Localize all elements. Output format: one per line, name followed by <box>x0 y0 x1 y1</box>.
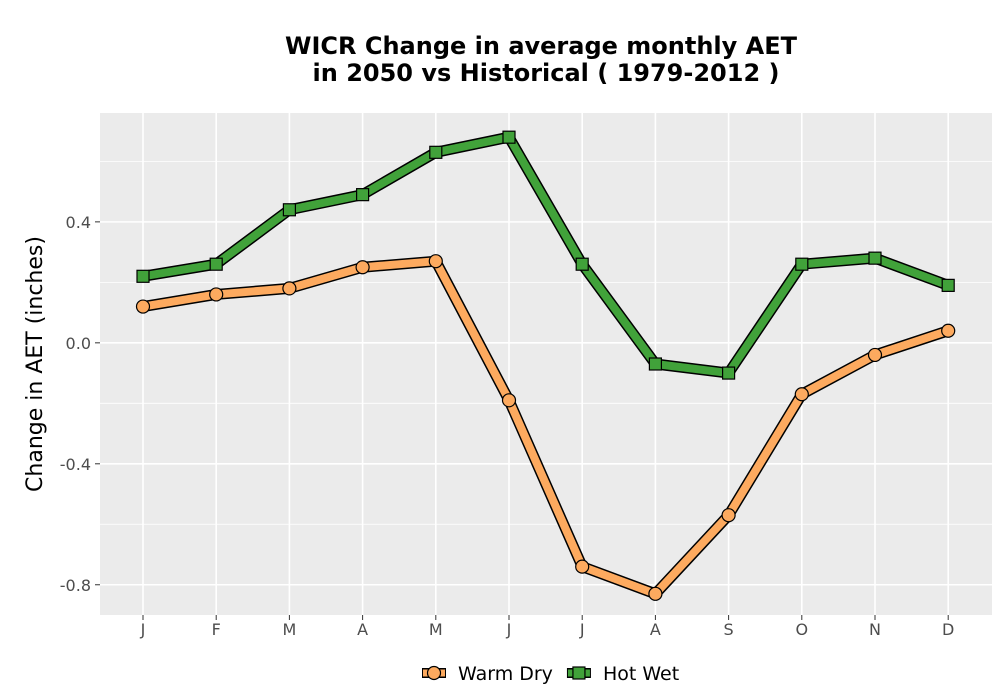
data-point-warm-dry <box>794 387 809 402</box>
x-tick-label: A <box>650 620 661 639</box>
data-point-warm-dry <box>721 508 736 523</box>
data-point-hot-wet <box>502 130 516 144</box>
y-tick-label: -0.8 <box>60 576 91 595</box>
data-point-hot-wet <box>209 257 223 271</box>
y-axis-label: Change in AET (inches) <box>23 236 48 492</box>
data-point-hot-wet <box>795 257 809 271</box>
data-point-warm-dry <box>209 287 224 302</box>
x-tick-label: N <box>869 620 881 639</box>
data-point-warm-dry <box>648 586 663 601</box>
chart-title: WICR Change in average monthly AET <box>285 32 798 60</box>
series-line-warm-dry <box>139 257 953 598</box>
data-point-hot-wet <box>575 257 589 271</box>
x-tick-label: S <box>724 620 734 639</box>
data-point-hot-wet <box>721 366 736 380</box>
data-point-warm-dry <box>575 559 590 574</box>
data-point-hot-wet <box>868 251 882 265</box>
chart-subtitle: in 2050 vs Historical ( 1979-2012 ) <box>313 59 780 87</box>
data-point-hot-wet <box>136 269 150 283</box>
data-point-hot-wet <box>282 203 296 217</box>
x-tick-label: M <box>282 620 296 639</box>
data-point-hot-wet <box>429 145 443 159</box>
x-tick-label: J <box>506 620 512 639</box>
axis-ticks: 0.4 0.0 -0.4 -0.8 J F M A M J J A S O N D <box>60 213 955 639</box>
x-tick-label: O <box>796 620 809 639</box>
data-point-hot-wet <box>648 357 663 371</box>
legend: Warm Dry Hot Wet <box>422 663 679 685</box>
data-point-hot-wet <box>356 188 370 202</box>
y-tick-label: -0.4 <box>60 455 91 474</box>
data-point-warm-dry <box>867 347 883 363</box>
x-tick-label: J <box>579 620 585 639</box>
y-tick-label: 0.0 <box>66 334 91 353</box>
data-point-hot-wet <box>941 278 955 292</box>
legend-marker-hot-wet <box>572 666 586 680</box>
data-point-warm-dry <box>501 393 517 408</box>
data-point-warm-dry <box>135 299 151 314</box>
data-point-warm-dry <box>355 260 370 275</box>
x-tick-label: D <box>942 620 954 639</box>
data-point-warm-dry <box>282 281 297 296</box>
legend-label-hot-wet: Hot Wet <box>603 663 679 685</box>
data-point-warm-dry <box>941 323 956 338</box>
series-line-hot-wet <box>139 133 953 378</box>
legend-marker-warm-dry <box>426 665 442 681</box>
x-tick-label: F <box>212 620 221 639</box>
y-tick-label: 0.4 <box>66 213 91 232</box>
x-tick-label: A <box>357 620 368 639</box>
series-layer <box>135 130 956 601</box>
data-point-warm-dry <box>428 254 443 269</box>
legend-label-warm-dry: Warm Dry <box>458 663 553 685</box>
x-tick-label: M <box>429 620 443 639</box>
grid-major <box>100 113 992 615</box>
x-tick-label: J <box>140 620 146 639</box>
grid-minor <box>100 160 992 525</box>
